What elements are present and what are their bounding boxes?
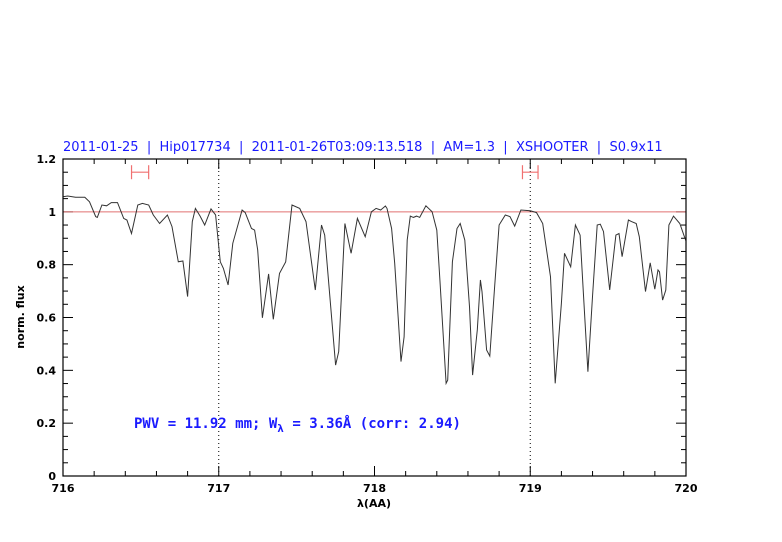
plot-frame xyxy=(62,158,687,477)
x-tick-label: 716 xyxy=(52,482,75,495)
spectrum-line xyxy=(62,195,687,386)
y-tick-label: 0 xyxy=(48,470,56,483)
y-tick-label: 1.2 xyxy=(37,153,57,166)
y-tick-label: 0.4 xyxy=(37,364,57,377)
chart-title: 2011-01-25 | Hip017734 | 2011-01-26T03:0… xyxy=(63,140,663,155)
x-tick-label: 719 xyxy=(519,482,542,495)
interval-marker xyxy=(521,165,539,180)
x-tick-label: 720 xyxy=(675,482,698,495)
pwv-annotation: PWV = 11.92 mm; Wλ = 3.36Å (corr: 2.94) xyxy=(134,415,461,435)
x-axis-label: λ(AA) xyxy=(357,497,391,510)
x-tick-label: 718 xyxy=(363,482,386,495)
annotation-main: PWV = 11.92 mm; W xyxy=(134,416,278,432)
interval-marker xyxy=(130,165,150,180)
y-tick-label: 0.6 xyxy=(37,312,57,325)
y-tick-label: 1 xyxy=(48,206,56,219)
x-tick-label: 717 xyxy=(207,482,230,495)
y-tick-label: 0.2 xyxy=(37,417,57,430)
y-axis-label: norm. flux xyxy=(14,285,27,348)
annotation-subscript: λ xyxy=(277,422,284,435)
annotation-rest: = 3.36Å (corr: 2.94) xyxy=(284,415,461,432)
y-tick-label: 0.8 xyxy=(37,259,57,272)
